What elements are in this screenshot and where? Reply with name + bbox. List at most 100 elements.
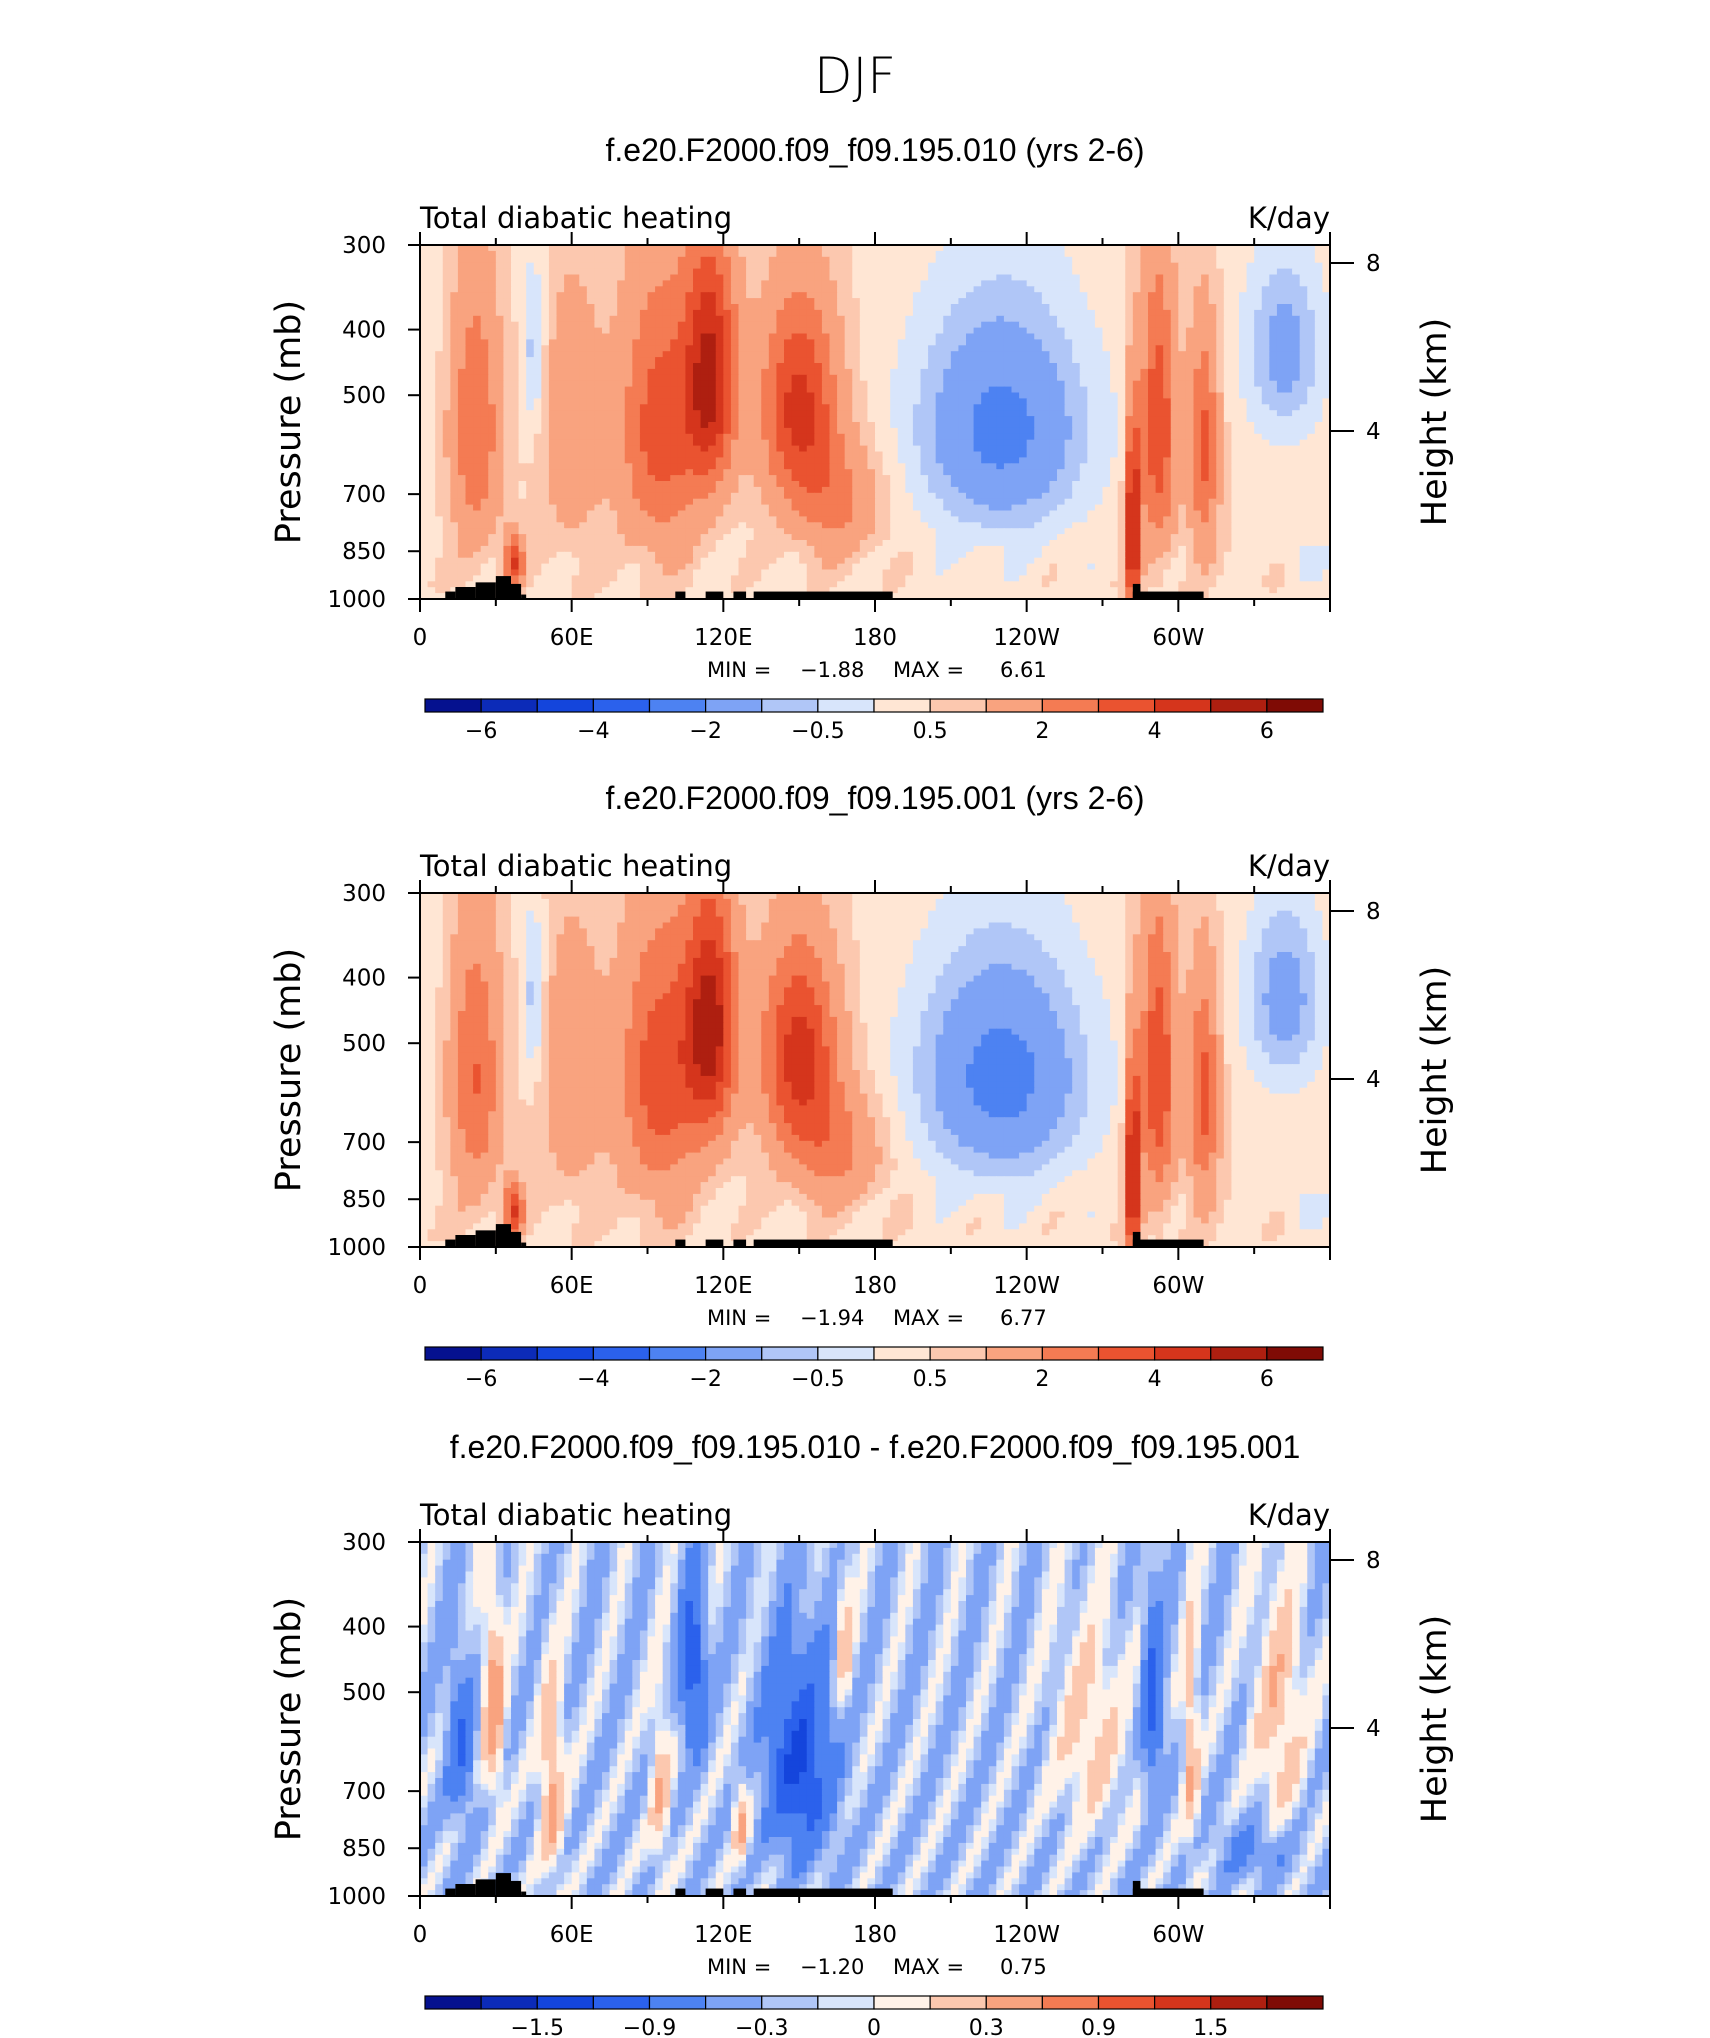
- field-cell: [1216, 475, 1225, 482]
- field-cell: [897, 439, 906, 447]
- field-cell: [1299, 309, 1308, 317]
- field-cell: [556, 410, 565, 417]
- field-cell: [617, 250, 626, 258]
- field-cell: [465, 422, 474, 429]
- field-cell: [776, 416, 785, 423]
- field-cell: [617, 333, 626, 340]
- field-cell: [1117, 304, 1126, 311]
- field-cell: [730, 333, 740, 340]
- field-cell: [548, 416, 558, 423]
- field-cell: [799, 380, 808, 388]
- field-cell: [988, 416, 997, 423]
- field-cell: [1239, 256, 1248, 264]
- field-cell: [1019, 333, 1028, 340]
- field-cell: [723, 463, 732, 470]
- field-cell: [1072, 245, 1081, 252]
- field-cell: [1178, 451, 1187, 458]
- field-cell: [465, 457, 474, 464]
- field-cell: [1216, 274, 1225, 281]
- field-cell: [488, 298, 497, 305]
- field-cell: [996, 304, 1005, 311]
- field-cell: [465, 368, 474, 376]
- field-cell: [518, 268, 527, 276]
- field-cell: [897, 469, 906, 476]
- field-cell: [829, 457, 838, 464]
- field-cell: [1140, 309, 1149, 317]
- field-cell: [867, 274, 876, 281]
- field-cell: [541, 250, 550, 258]
- field-cell: [1193, 392, 1202, 399]
- field-cell: [875, 433, 884, 441]
- field-cell: [693, 380, 702, 388]
- field-cell: [586, 315, 596, 323]
- field-cell: [624, 339, 633, 346]
- field-cell: [1064, 321, 1073, 329]
- field-cell: [533, 469, 542, 476]
- field-cell: [738, 304, 747, 311]
- field-cell: [1026, 469, 1035, 476]
- field-cell: [1140, 292, 1149, 299]
- field-cell: [1117, 433, 1126, 441]
- field-cell: [1102, 245, 1111, 252]
- field-cell: [912, 274, 922, 281]
- field-cell: [875, 445, 884, 453]
- field-cell: [715, 457, 724, 464]
- field-cell: [950, 309, 960, 317]
- field-cell: [647, 286, 656, 293]
- field-cell: [920, 445, 929, 453]
- field-cell: [571, 363, 580, 370]
- field-cell: [1110, 445, 1119, 453]
- field-cell: [670, 463, 679, 470]
- field-cell: [776, 339, 785, 346]
- field-cell: [677, 463, 687, 470]
- field-cell: [715, 363, 724, 370]
- field-cell: [806, 304, 815, 311]
- field-cell: [1239, 292, 1248, 299]
- field-cell: [784, 345, 793, 352]
- field-cell: [1185, 481, 1195, 488]
- field-cell: [473, 386, 482, 394]
- field-cell: [541, 481, 550, 488]
- field-cell: [890, 292, 899, 299]
- field-cell: [1057, 481, 1066, 488]
- field-cell: [1041, 304, 1051, 311]
- field-cell: [526, 309, 535, 317]
- field-cell: [958, 363, 967, 370]
- field-cell: [1261, 357, 1270, 364]
- field-cell: [1087, 309, 1096, 317]
- field-cell: [1193, 363, 1202, 370]
- field-cell: [435, 392, 444, 399]
- field-cell: [935, 398, 944, 405]
- field-cell: [685, 463, 694, 470]
- field-cell: [495, 481, 505, 488]
- field-cell: [859, 398, 869, 405]
- field-cell: [958, 357, 967, 364]
- field-cell: [905, 469, 914, 476]
- field-cell: [784, 486, 793, 494]
- field-cell: [420, 250, 429, 258]
- field-cell: [427, 392, 436, 399]
- field-cell: [639, 327, 649, 335]
- field-cell: [1261, 422, 1270, 429]
- field-cell: [602, 416, 611, 423]
- field-cell: [730, 274, 740, 281]
- field-cell: [533, 268, 542, 276]
- field-cell: [602, 292, 611, 299]
- field-cell: [1208, 392, 1217, 399]
- field-cell: [1269, 268, 1278, 276]
- field-cell: [1087, 250, 1096, 258]
- field-cell: [693, 345, 702, 352]
- field-cell: [473, 327, 482, 335]
- field-cell: [518, 327, 527, 335]
- field-cell: [700, 363, 709, 370]
- field-cell: [897, 463, 906, 470]
- field-cell: [761, 333, 770, 340]
- field-cell: [1057, 327, 1066, 335]
- field-cell: [867, 351, 876, 358]
- field-cell: [1261, 451, 1270, 458]
- field-cell: [480, 250, 489, 258]
- field-cell: [1231, 469, 1240, 476]
- field-cell: [1087, 481, 1096, 488]
- field-cell: [1019, 357, 1028, 364]
- field-cell: [632, 392, 641, 399]
